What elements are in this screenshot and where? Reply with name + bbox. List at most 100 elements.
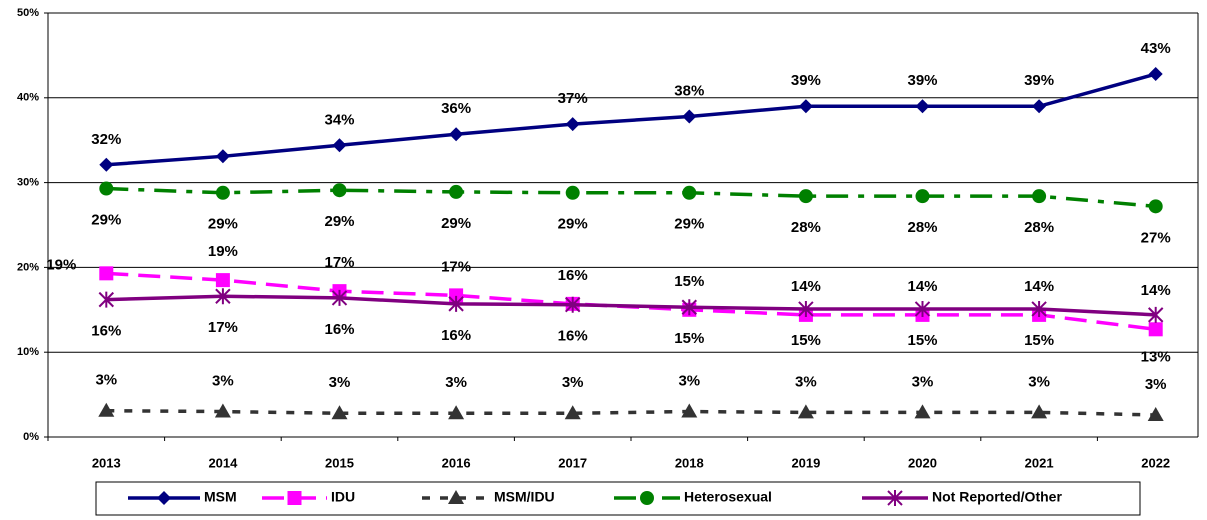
marker-asterisk bbox=[564, 296, 581, 313]
data-label: 16% bbox=[324, 321, 354, 338]
marker-circle bbox=[1032, 189, 1047, 204]
series bbox=[99, 67, 1163, 172]
marker-circle bbox=[682, 185, 697, 200]
marker-circle bbox=[915, 189, 930, 204]
data-label: 17% bbox=[441, 258, 471, 275]
marker-square bbox=[449, 288, 464, 303]
marker-triangle bbox=[98, 402, 115, 417]
legend-label: MSM bbox=[204, 489, 237, 505]
marker-triangle bbox=[448, 490, 464, 504]
marker-diamond bbox=[682, 109, 697, 124]
marker-circle bbox=[1148, 199, 1163, 214]
marker-triangle bbox=[914, 404, 931, 419]
marker-asterisk bbox=[887, 490, 903, 506]
data-label: 29% bbox=[558, 216, 588, 233]
legend-label: IDU bbox=[331, 489, 355, 505]
data-label: 28% bbox=[907, 219, 937, 236]
marker-triangle bbox=[331, 405, 348, 420]
data-label: 29% bbox=[324, 213, 354, 230]
data-label: 17% bbox=[208, 319, 238, 336]
data-label: 16% bbox=[91, 323, 121, 340]
marker-asterisk bbox=[1031, 300, 1047, 317]
marker-square bbox=[1148, 322, 1163, 337]
x-tick-label: 2015 bbox=[325, 455, 354, 470]
data-label: 34% bbox=[324, 111, 354, 128]
data-label: 14% bbox=[1141, 282, 1171, 299]
data-label: 3% bbox=[329, 374, 351, 391]
data-label: 3% bbox=[562, 374, 584, 391]
legend: MSM IDU MSM/IDU Heterosexual Not Reported/Ot… bbox=[95, 481, 1141, 516]
marker-asterisk bbox=[215, 288, 231, 305]
data-label: 29% bbox=[441, 215, 471, 232]
data-label: 3% bbox=[212, 373, 234, 390]
x-tick-label: 2013 bbox=[92, 455, 121, 470]
series-line bbox=[106, 72, 1157, 167]
data-label: 16% bbox=[558, 267, 588, 284]
marker-diamond bbox=[215, 149, 230, 164]
data-label: 15% bbox=[907, 332, 937, 349]
x-tick-label: 2020 bbox=[908, 455, 937, 470]
data-label: 39% bbox=[1024, 72, 1054, 89]
data-label: 3% bbox=[678, 373, 700, 390]
data-label: 3% bbox=[1145, 376, 1167, 393]
marker-asterisk bbox=[448, 295, 464, 312]
y-tick-label: 0% bbox=[23, 431, 39, 443]
data-label: 32% bbox=[91, 131, 121, 148]
marker-circle bbox=[449, 184, 464, 199]
marker-circle bbox=[565, 185, 580, 200]
marker-circle bbox=[332, 183, 347, 198]
legend-label: MSM/IDU bbox=[494, 489, 555, 505]
data-label: 3% bbox=[445, 374, 467, 391]
marker-diamond bbox=[1148, 67, 1163, 82]
data-label: 27% bbox=[1141, 229, 1171, 246]
marker-asterisk bbox=[98, 291, 115, 308]
data-label: 43% bbox=[1141, 40, 1171, 57]
marker-square bbox=[99, 266, 114, 281]
marker-circle bbox=[215, 185, 230, 200]
legend-label: Heterosexual bbox=[684, 489, 772, 505]
marker-square bbox=[215, 273, 230, 288]
legend-label: Not Reported/Other bbox=[932, 489, 1062, 505]
data-label: 13% bbox=[1141, 348, 1171, 365]
data-label: 3% bbox=[1028, 373, 1050, 390]
series bbox=[99, 266, 1163, 337]
data-label: 17% bbox=[324, 254, 354, 271]
data-label: 29% bbox=[208, 216, 238, 233]
marker-diamond bbox=[449, 127, 464, 142]
y-tick-label: 40% bbox=[17, 92, 39, 104]
x-tick-label: 2017 bbox=[558, 455, 587, 470]
series-line bbox=[106, 294, 1156, 317]
series-line bbox=[106, 186, 1156, 209]
y-tick-label: 10% bbox=[17, 346, 39, 358]
data-label: 29% bbox=[674, 216, 704, 233]
marker-diamond bbox=[915, 99, 930, 114]
series-line bbox=[106, 408, 1156, 417]
data-label: 15% bbox=[1024, 332, 1054, 349]
marker-diamond bbox=[798, 99, 813, 114]
marker-triangle bbox=[1147, 406, 1164, 421]
data-label: 14% bbox=[907, 278, 937, 295]
data-label: 29% bbox=[91, 212, 121, 229]
marker-triangle bbox=[797, 404, 814, 419]
x-tick-label: 2014 bbox=[208, 455, 238, 470]
marker-diamond bbox=[565, 117, 580, 132]
data-label: 16% bbox=[558, 328, 588, 345]
data-label: 3% bbox=[795, 373, 817, 390]
data-label: 15% bbox=[674, 273, 704, 290]
data-label: 19% bbox=[208, 243, 238, 260]
marker-triangle bbox=[448, 405, 465, 420]
data-label: 14% bbox=[1024, 278, 1054, 295]
marker-asterisk bbox=[914, 300, 931, 317]
data-label: 15% bbox=[674, 330, 704, 347]
data-label: 38% bbox=[674, 82, 704, 99]
series-line bbox=[106, 271, 1156, 332]
series bbox=[98, 288, 1164, 323]
data-label: 15% bbox=[791, 332, 821, 349]
data-label: 28% bbox=[791, 219, 821, 236]
marker-circle bbox=[798, 189, 813, 204]
marker-asterisk bbox=[681, 299, 698, 316]
data-label: 16% bbox=[441, 327, 471, 344]
data-label: 37% bbox=[558, 90, 588, 107]
data-label: 3% bbox=[912, 373, 934, 390]
